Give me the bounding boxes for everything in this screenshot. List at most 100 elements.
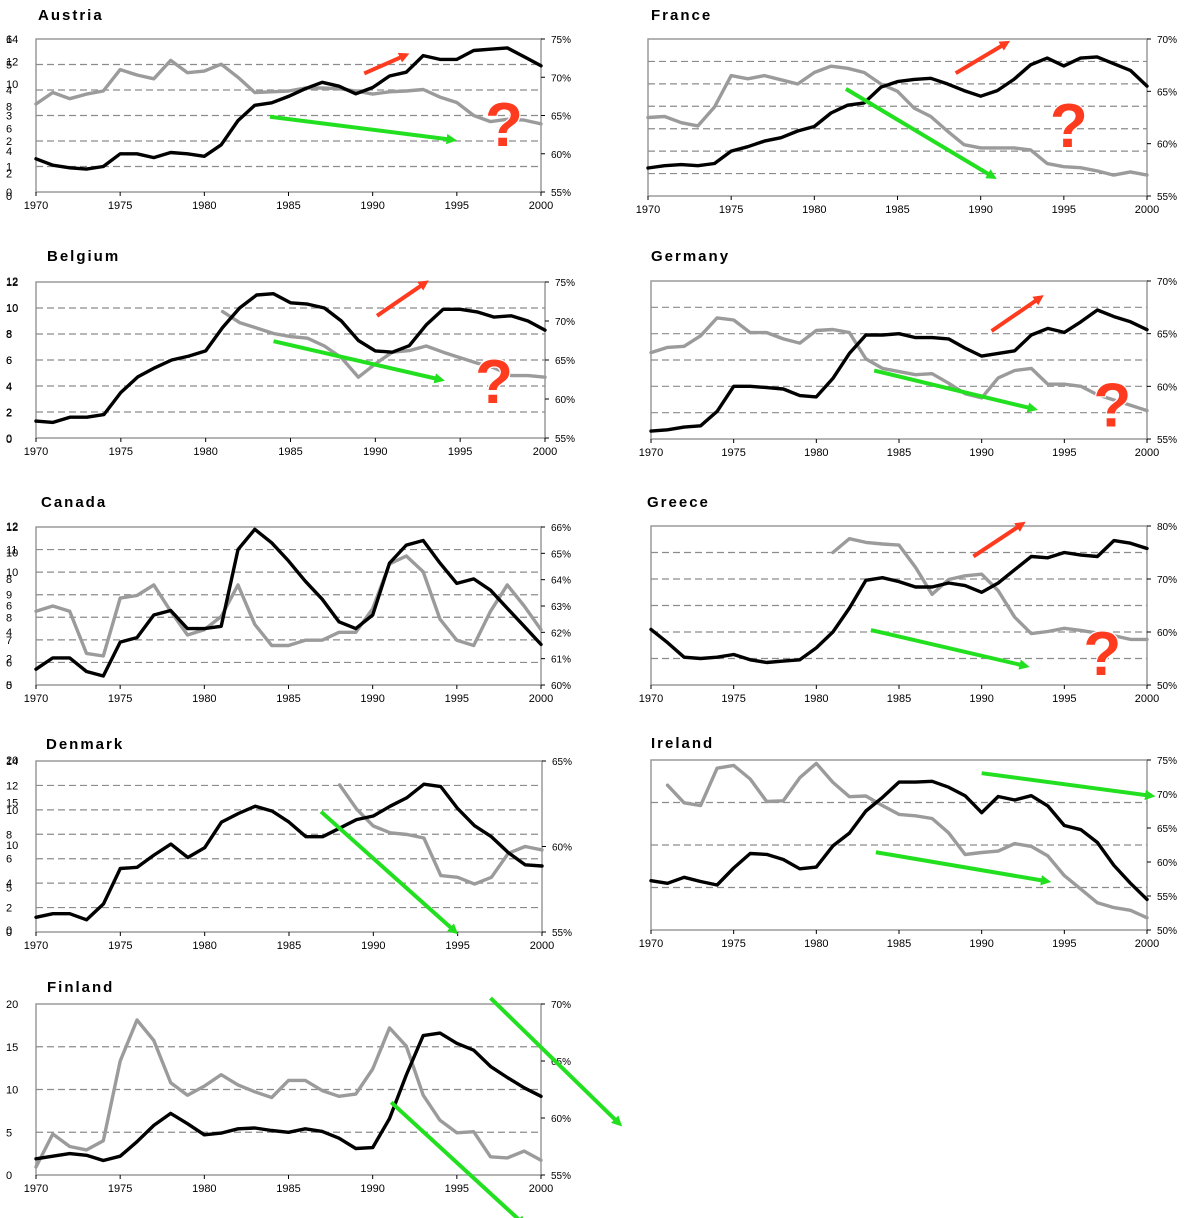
y-tick-label-right: 65%	[552, 757, 572, 768]
y-tick-label-left: 12	[6, 56, 18, 68]
y-tick-label-left: 12	[6, 780, 18, 792]
x-tick-label: 2000	[1135, 447, 1159, 459]
x-tick-label: 1970	[24, 1183, 48, 1195]
y-tick-label-right: 60%	[1157, 382, 1177, 393]
y-tick-label-left: 10	[6, 548, 18, 560]
x-tick-label: 2000	[533, 446, 557, 458]
y-tick-label-left: 5	[6, 1127, 12, 1139]
x-tick-label: 2000	[1135, 938, 1159, 950]
y-tick-label-left: 0	[6, 680, 12, 692]
y-tick-label-left: 2	[6, 654, 12, 666]
x-tick-label: 1975	[108, 940, 132, 952]
x-tick-label: 1995	[445, 693, 469, 705]
x-tick-label: 1975	[108, 693, 132, 705]
y-tick-label-right: 50%	[1157, 681, 1177, 692]
y-tick-label-right: 62%	[551, 628, 571, 639]
y-tick-label-right: 70%	[1157, 790, 1177, 801]
x-tick-label: 2000	[530, 940, 554, 952]
y-tick-label-right: 60%	[1157, 140, 1177, 151]
y-tick-label-left: 8	[6, 612, 12, 624]
y-tick-label-right: 60%	[1157, 858, 1177, 869]
x-tick-label: 1980	[804, 938, 828, 950]
chart-title: Finland	[47, 979, 114, 996]
question-mark-icon: ?	[475, 348, 513, 417]
x-tick-label: 2000	[529, 200, 553, 212]
y-tick-label-right: 65%	[551, 112, 571, 123]
question-mark-icon: ?	[1083, 620, 1121, 689]
x-tick-label: 1975	[108, 1183, 132, 1195]
x-tick-label: 1985	[885, 204, 909, 216]
question-mark-icon: ?	[1093, 371, 1131, 440]
x-tick-label: 1980	[192, 1183, 216, 1195]
x-tick-label: 1975	[721, 447, 745, 459]
y-tick-label-right: 70%	[1157, 575, 1177, 586]
x-tick-label: 1975	[721, 693, 745, 705]
y-tick-label-left: 8	[6, 101, 12, 113]
x-tick-label: 2000	[1135, 204, 1159, 216]
x-tick-label: 1990	[969, 938, 993, 950]
y-tick-label-left: 10	[6, 302, 18, 314]
y-tick-label-right: 55%	[555, 434, 575, 445]
x-tick-label: 1985	[278, 446, 302, 458]
y-tick-label-right: 60%	[551, 150, 571, 161]
y-tick-label-left: 4	[6, 627, 12, 639]
x-tick-label: 1980	[804, 693, 828, 705]
y-tick-label-right: 63%	[551, 602, 571, 613]
x-tick-label: 1990	[969, 693, 993, 705]
y-tick-label-left: 20	[6, 755, 18, 767]
y-tick-label-right: 70%	[551, 73, 571, 84]
chart-panel: Finland 0 5 10 15 20 55% 60% 65% 70% 1970 1975 1980 1…	[6, 979, 571, 1195]
x-tick-label: 1990	[968, 204, 992, 216]
y-tick-label-right: 65%	[1157, 87, 1177, 98]
y-tick-label-right: 70%	[1157, 277, 1177, 288]
y-tick-label-left: 14	[6, 34, 18, 46]
y-tick-label-left: 0	[6, 1170, 12, 1182]
plot-area	[36, 761, 542, 932]
y-tick-label-right: 75%	[555, 278, 575, 289]
y-tick-label-left: 12	[6, 521, 18, 533]
y-tick-label-left: 10	[6, 79, 18, 91]
chart-title: France	[651, 7, 712, 24]
y-tick-label-right: 60%	[555, 395, 575, 406]
chart-title: Canada	[41, 494, 107, 511]
x-tick-label: 1980	[192, 200, 216, 212]
y-tick-label-left: 6	[6, 124, 12, 136]
chart-title: Denmark	[46, 736, 124, 753]
x-tick-label: 1985	[887, 938, 911, 950]
x-tick-label: 1975	[108, 200, 132, 212]
x-tick-label: 1980	[193, 446, 217, 458]
x-tick-label: 1985	[276, 1183, 300, 1195]
x-tick-label: 1985	[887, 693, 911, 705]
chart-title: Austria	[38, 7, 104, 24]
x-tick-label: 1995	[1052, 693, 1076, 705]
x-tick-label: 1995	[445, 940, 469, 952]
y-tick-label-right: 80%	[1157, 522, 1177, 533]
y-tick-label-right: 65%	[551, 549, 571, 560]
y-tick-label-right: 65%	[555, 356, 575, 367]
x-tick-label: 1970	[24, 200, 48, 212]
question-mark-icon: ?	[1050, 92, 1088, 161]
x-tick-label: 1990	[361, 940, 385, 952]
x-tick-label: 1985	[277, 940, 301, 952]
x-tick-label: 1970	[639, 447, 663, 459]
y-tick-label-right: 70%	[1157, 35, 1177, 46]
x-tick-label: 1990	[969, 447, 993, 459]
y-tick-label-left: 12	[6, 276, 18, 288]
y-tick-label-left: 4	[6, 381, 12, 393]
x-tick-label: 1990	[360, 693, 384, 705]
y-tick-label-right: 55%	[1157, 192, 1177, 203]
x-tick-label: 2000	[529, 693, 553, 705]
y-tick-label-left: 6	[6, 355, 12, 367]
y-tick-label-left: 0	[6, 191, 12, 203]
y-tick-label-left: 10	[6, 1085, 18, 1097]
y-tick-label-right: 75%	[1157, 756, 1177, 767]
chart-title: Germany	[651, 248, 730, 265]
chart-title: Ireland	[651, 735, 714, 752]
x-tick-label: 1995	[1052, 447, 1076, 459]
y-tick-label-right: 60%	[551, 681, 571, 692]
x-tick-label: 1995	[445, 1183, 469, 1195]
y-tick-label-left: 6	[6, 601, 12, 613]
y-tick-label-left: 2	[6, 903, 12, 915]
x-tick-label: 1995	[448, 446, 472, 458]
